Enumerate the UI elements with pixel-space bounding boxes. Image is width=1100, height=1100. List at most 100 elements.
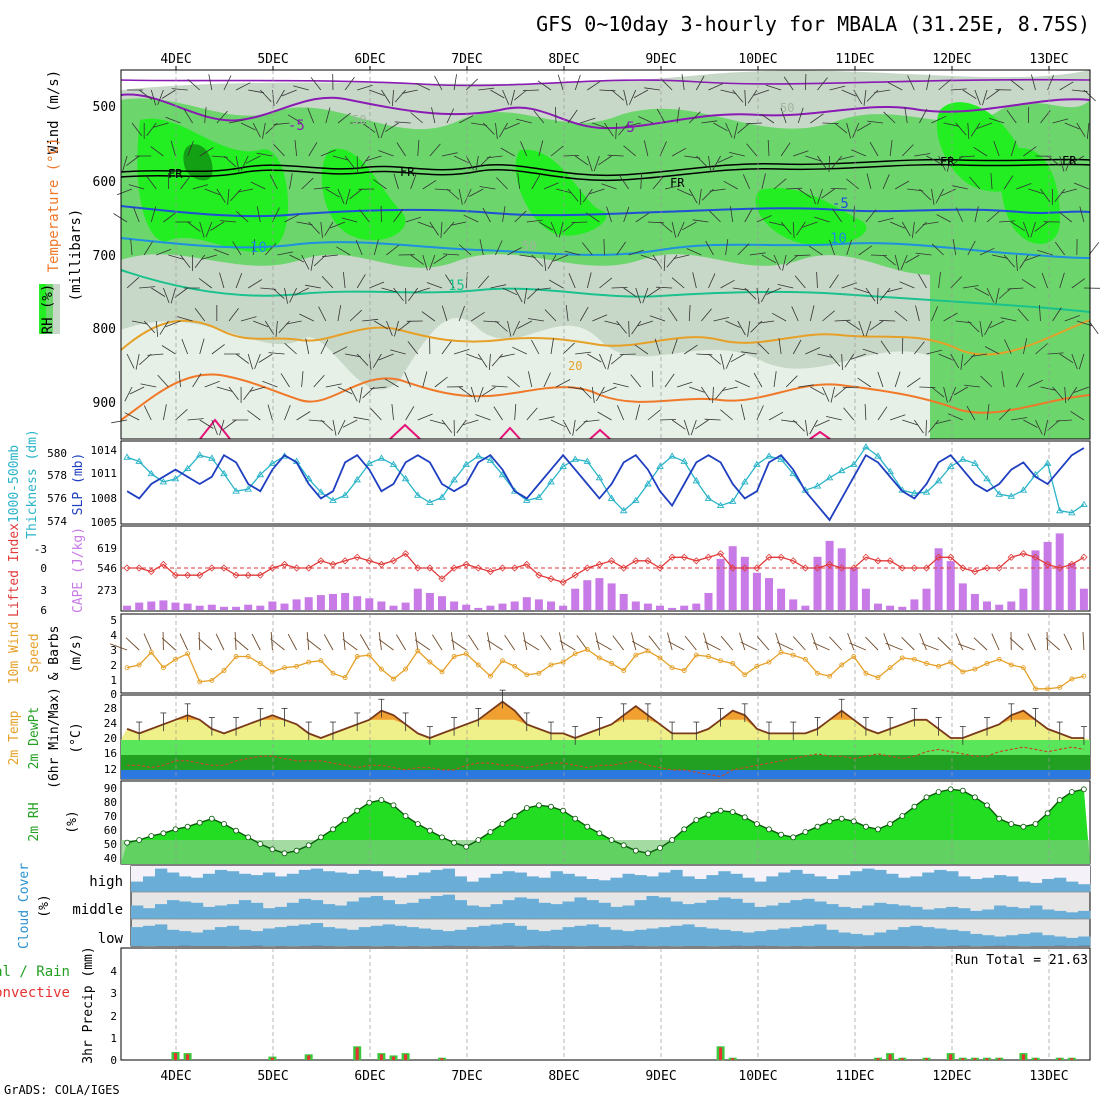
wind-barb (931, 386, 945, 398)
wind-barb (356, 353, 369, 366)
wind10-barb (648, 635, 661, 651)
wind-barb (744, 207, 753, 223)
wind-barb (1064, 315, 1080, 322)
wind-barb (1047, 75, 1054, 91)
wind-barb (1011, 417, 1028, 421)
wind-barb (356, 274, 366, 289)
li-marker (862, 553, 870, 561)
wind-barb (249, 386, 266, 392)
wind-barb (458, 386, 473, 397)
thickness-marker (341, 491, 349, 498)
cloud-bar (1006, 876, 1019, 892)
wind-barb (177, 316, 193, 322)
wind-barb (502, 89, 510, 105)
rh-marker (959, 787, 966, 794)
wind-barb (272, 287, 285, 299)
cape-bar (1031, 550, 1040, 610)
wind-barb (180, 254, 191, 269)
li-marker (341, 557, 349, 565)
li-marker (220, 564, 228, 572)
wind-barb (470, 386, 477, 403)
cape-bar (183, 603, 192, 610)
li-marker (1019, 550, 1027, 558)
wind-barb (587, 80, 601, 91)
wind-barb (931, 115, 947, 124)
wind-barb (275, 320, 278, 337)
thickness-marker (716, 501, 725, 509)
precip-conv-bar (719, 1047, 723, 1060)
wind-barb (262, 380, 278, 388)
wind-barb (628, 320, 630, 338)
thickness-marker (304, 474, 313, 482)
cloud-bar (898, 927, 911, 946)
wind-barb (269, 174, 278, 190)
wind-barb (955, 207, 964, 223)
wind-barb (988, 117, 1005, 124)
wind-barb (320, 221, 323, 238)
wind-barb (967, 320, 980, 333)
cloud-bar (238, 929, 252, 946)
temp-minmax-bars (136, 689, 1087, 745)
wind-barb (631, 320, 642, 335)
cape-bar (123, 605, 132, 610)
wind-marker (245, 654, 251, 659)
cape-bar (595, 578, 604, 610)
li-marker (498, 564, 507, 572)
cloud-bar (167, 900, 180, 919)
cloud-bar (970, 910, 983, 919)
wind-barb (1035, 419, 1043, 435)
wind-barb (904, 107, 908, 124)
wind-barb (330, 221, 346, 229)
wind-barb (277, 251, 294, 256)
wind-barb (537, 80, 552, 91)
cloud-bar (418, 898, 431, 920)
rh-marker (366, 799, 373, 806)
wind-barb (165, 320, 181, 328)
cape-bars (123, 533, 1088, 610)
cloud-bar (322, 927, 336, 946)
wind-barb (926, 349, 943, 355)
wind-barb (1040, 188, 1051, 203)
wind-barb (235, 155, 240, 172)
cape-bar (220, 606, 228, 610)
wind-barb (520, 141, 528, 157)
wind-barb (894, 310, 908, 322)
wind-barb (116, 188, 133, 196)
wind-barb (301, 254, 310, 270)
wind-barb (488, 353, 491, 371)
wind-barb (223, 155, 237, 167)
rh-marker (499, 821, 506, 827)
cloud-ylabel-a: Cloud Cover (17, 863, 32, 949)
cloud-bar (370, 871, 384, 892)
wind-tick: 3 (110, 644, 117, 657)
wind-barb (882, 254, 896, 266)
wind-barb (962, 285, 979, 289)
wind10-barb (937, 637, 952, 651)
li-marker (426, 564, 434, 572)
wind-barb (1065, 155, 1073, 171)
wind-barb (865, 209, 877, 223)
wind-barb (720, 279, 735, 289)
li-marker (184, 571, 192, 579)
wind-barb (737, 320, 746, 336)
cloud-bar (994, 905, 1007, 919)
slp-line (126, 447, 1085, 522)
wind-barb (926, 155, 941, 164)
cloud-bar (406, 875, 419, 892)
wind-barb (708, 83, 724, 91)
wind-marker (415, 648, 421, 654)
wind-barb (857, 377, 872, 388)
cloud-bar (886, 929, 899, 946)
cape-bar (207, 604, 216, 610)
cloud-cover-bars (131, 868, 1091, 947)
wind-barb (441, 152, 458, 157)
rh-marker (572, 815, 579, 822)
contour-label: 50 (352, 113, 366, 127)
wind-barb (659, 221, 673, 233)
wind-barb (623, 206, 630, 223)
wind10-barb (451, 639, 467, 651)
rh-marker (911, 803, 918, 810)
cloud-bar (1078, 910, 1091, 919)
wind-marker (609, 661, 615, 666)
wind10-barb (594, 632, 600, 651)
